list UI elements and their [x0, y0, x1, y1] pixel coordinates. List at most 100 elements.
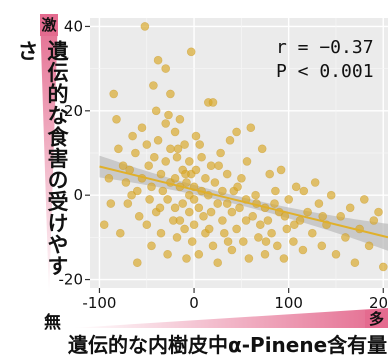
data-point: [341, 233, 350, 242]
data-point: [195, 140, 204, 149]
data-point: [291, 182, 301, 192]
data-point: [227, 207, 237, 217]
data-point: [172, 233, 182, 242]
data-point: [191, 165, 201, 175]
data-point: [303, 207, 312, 217]
data-point: [149, 81, 158, 90]
data-point: [145, 195, 154, 204]
data-point: [166, 89, 175, 99]
data-point: [237, 174, 246, 183]
data-point: [225, 136, 235, 145]
y-tick-label: 40: [64, 17, 83, 35]
data-point: [104, 174, 114, 183]
data-point: [257, 144, 267, 154]
data-point: [187, 237, 197, 246]
data-point: [255, 220, 265, 229]
data-point: [158, 186, 168, 196]
data-point: [118, 161, 128, 170]
data-point: [178, 199, 187, 208]
y-high-marker: 激: [40, 14, 58, 36]
data-point: [204, 224, 214, 234]
data-point: [213, 199, 222, 208]
data-point: [121, 178, 131, 187]
data-point: [112, 115, 121, 124]
data-point: [233, 182, 242, 192]
data-point: [336, 212, 346, 221]
data-point: [213, 258, 222, 268]
data-point: [254, 233, 263, 242]
data-point: [261, 237, 271, 246]
data-point: [242, 157, 252, 166]
data-point: [317, 241, 327, 251]
data-point: [222, 169, 232, 179]
data-point: [206, 161, 216, 170]
data-point: [134, 212, 144, 221]
x-tick-label: 0: [189, 294, 199, 312]
data-point: [345, 203, 355, 213]
data-point: [364, 241, 374, 251]
data-point: [166, 144, 175, 154]
data-point: [164, 110, 173, 120]
data-point: [248, 212, 257, 221]
stat-p: P < 0.001: [276, 61, 374, 82]
data-point: [282, 224, 292, 234]
data-point: [201, 174, 210, 183]
y-gradient-triangle: [40, 14, 58, 298]
data-point: [133, 258, 142, 268]
data-point: [180, 224, 189, 234]
data-point: [186, 47, 196, 57]
data-point: [114, 144, 123, 154]
data-point: [142, 220, 152, 229]
x-axis-label: 遺伝的な内樹皮中α-Pinene含有量: [68, 333, 388, 357]
data-point: [194, 203, 204, 213]
data-point: [235, 203, 244, 213]
data-point: [106, 199, 116, 208]
data-point: [289, 220, 299, 229]
data-point: [137, 123, 147, 132]
data-point: [318, 212, 328, 221]
data-point: [163, 250, 172, 259]
data-point: [374, 207, 383, 217]
data-point: [133, 186, 142, 196]
data-point: [180, 140, 189, 149]
data-point: [208, 241, 218, 251]
data-point: [153, 55, 163, 65]
data-point: [206, 207, 216, 217]
data-point: [156, 228, 166, 238]
data-point: [270, 199, 279, 208]
y-axis-label: 遺伝的な食害の受けやすさ: [15, 40, 69, 277]
data-point: [181, 169, 190, 179]
data-point: [208, 98, 218, 107]
data-point: [244, 254, 254, 263]
data-point: [251, 190, 260, 200]
data-point: [197, 152, 206, 162]
data-point: [331, 250, 341, 259]
data-point: [246, 123, 256, 132]
x-tick-label: -100: [82, 294, 116, 312]
data-point: [232, 224, 241, 234]
data-point: [194, 250, 204, 259]
data-point: [161, 64, 170, 73]
data-point: [271, 186, 280, 196]
data-point: [189, 195, 199, 204]
data-point: [265, 169, 275, 179]
data-point: [199, 212, 208, 221]
data-point: [161, 157, 170, 166]
data-point: [127, 190, 136, 200]
data-point: [142, 140, 152, 149]
data-point: [147, 182, 156, 192]
data-point: [260, 250, 270, 259]
data-point: [279, 254, 289, 263]
data-point: [326, 190, 336, 200]
y-tick-label: 0: [73, 186, 83, 204]
data-point: [232, 127, 241, 137]
data-point: [173, 144, 183, 154]
data-point: [144, 161, 153, 170]
data-point: [276, 165, 286, 175]
data-point: [310, 178, 320, 187]
stat-r: r = −0.37: [276, 37, 374, 58]
data-point: [185, 157, 194, 166]
data-point: [170, 203, 180, 213]
data-point: [263, 216, 273, 225]
